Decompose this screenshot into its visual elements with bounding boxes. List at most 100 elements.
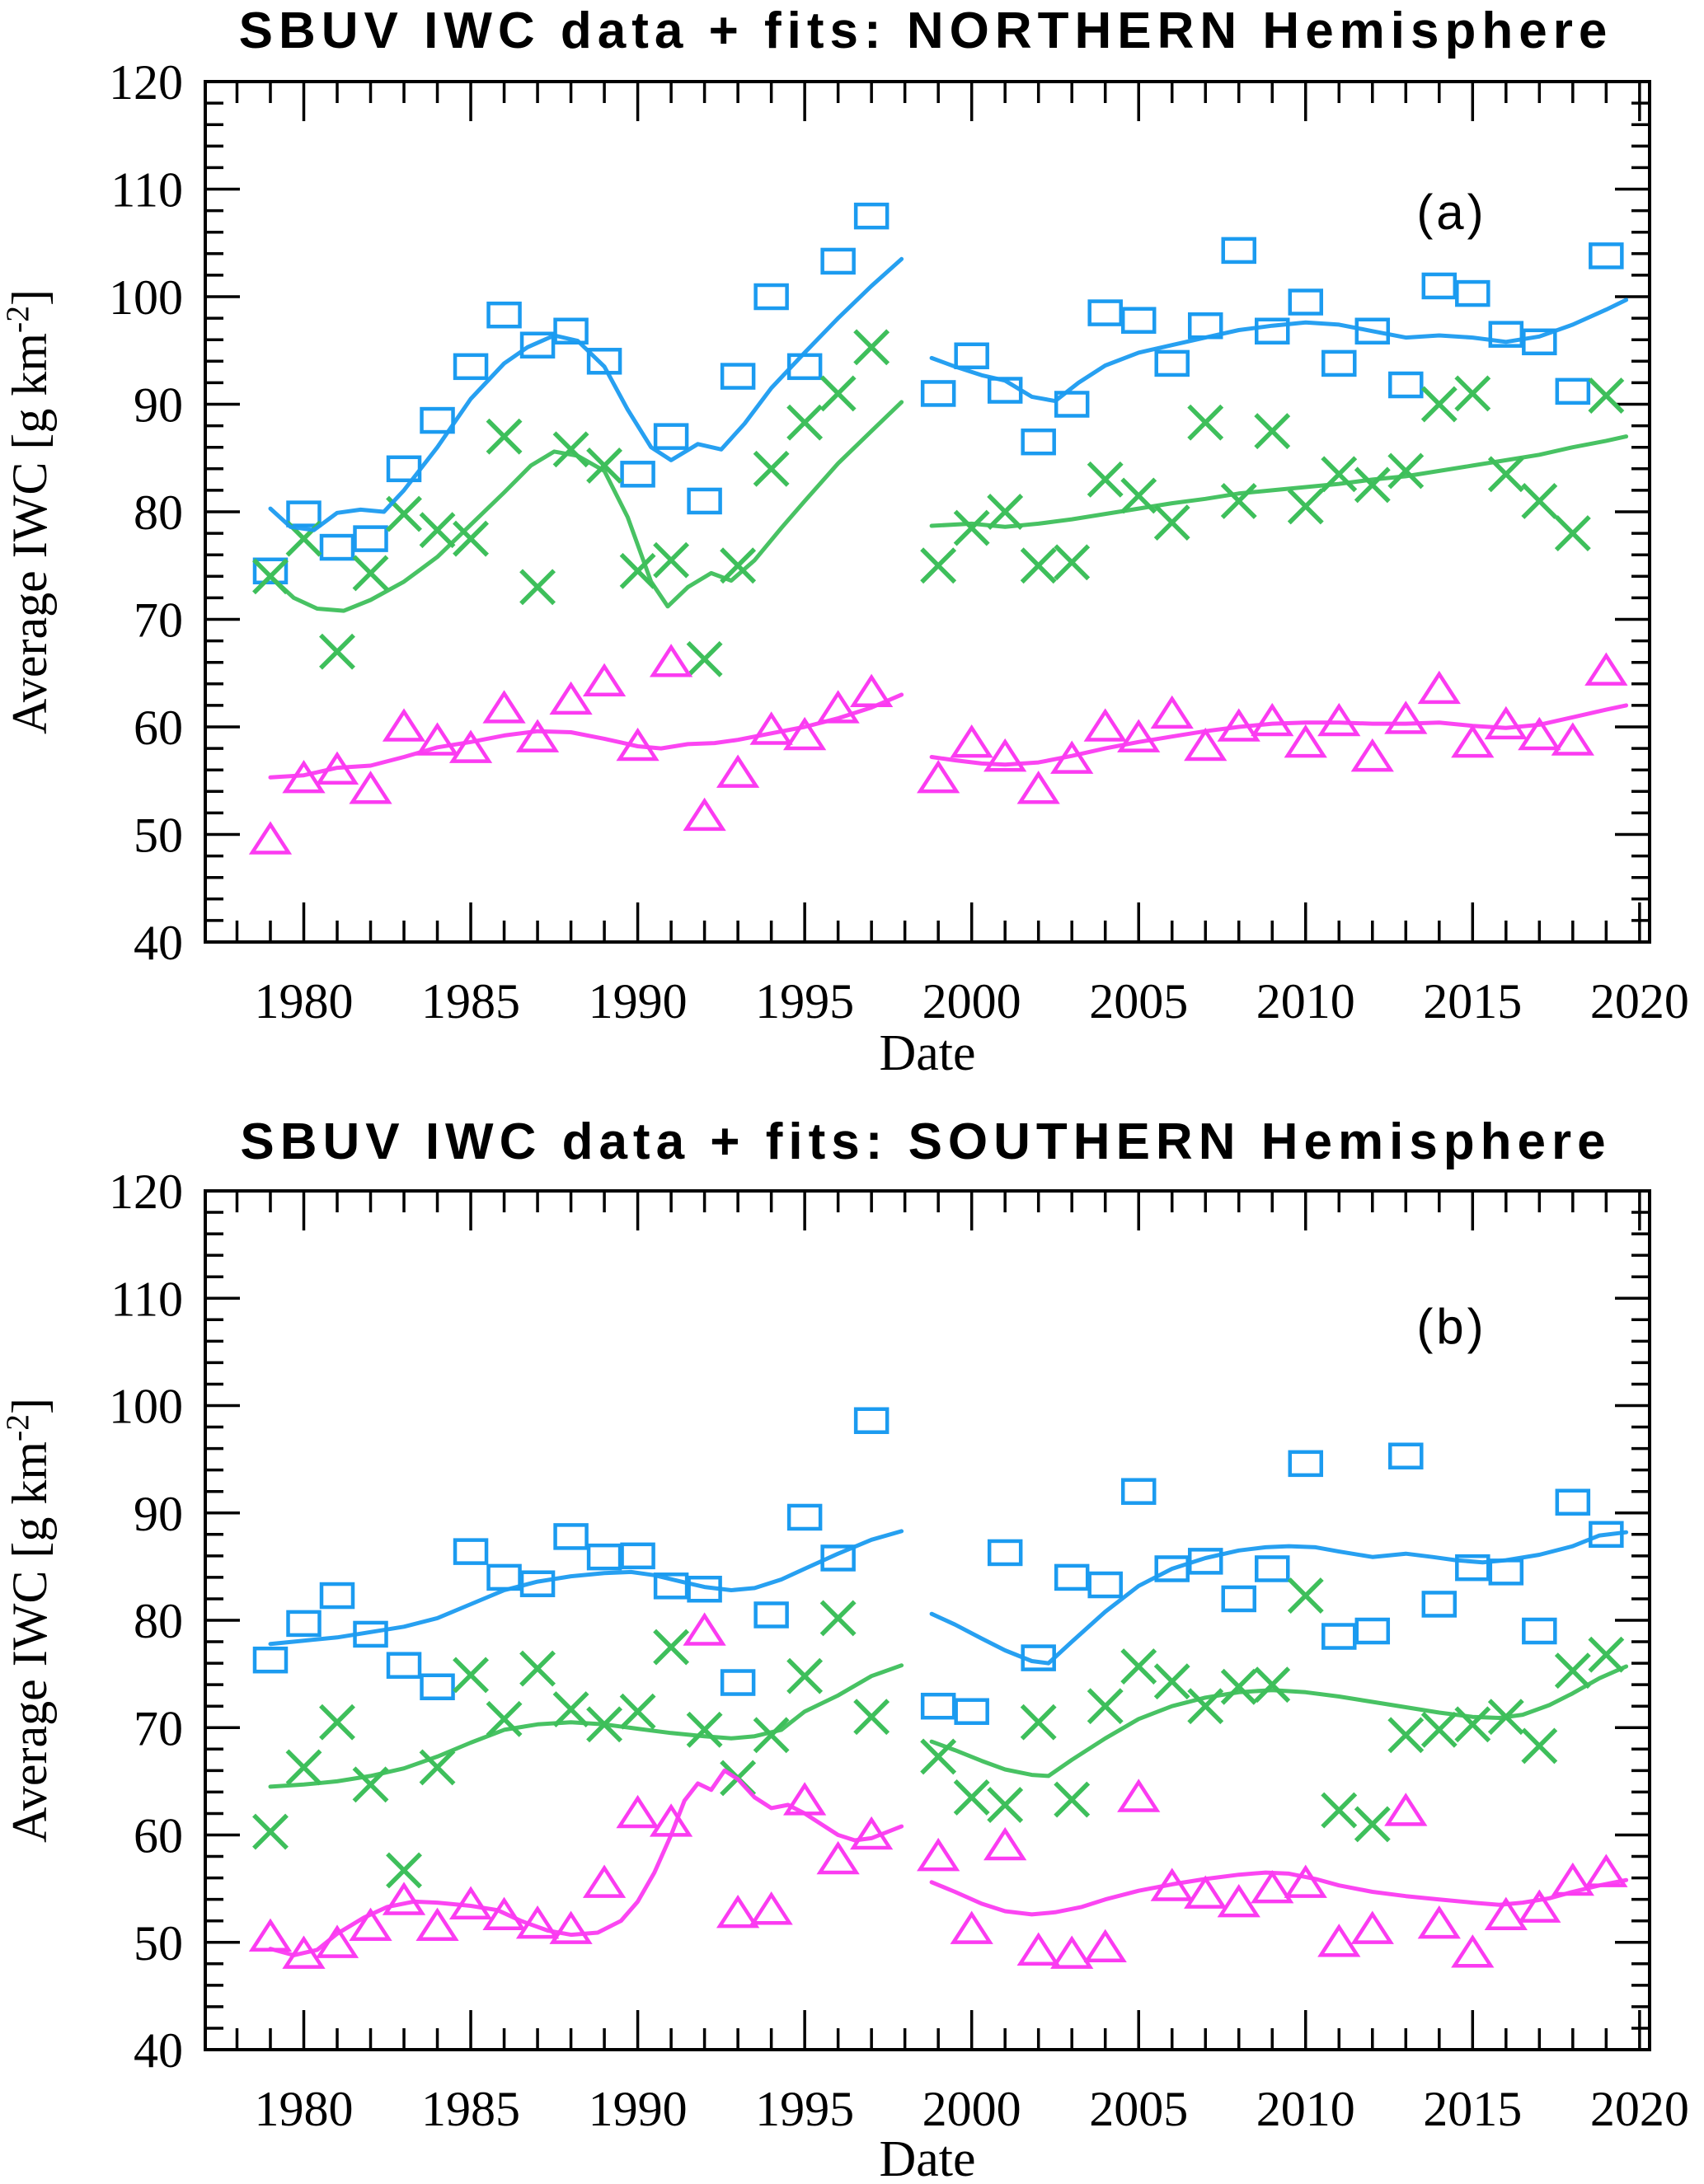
series-triangles — [248, 1612, 1628, 1969]
x-tick-label: 1995 — [755, 2082, 854, 2136]
triangle-marker — [1317, 1924, 1361, 1957]
square-marker — [1120, 307, 1157, 334]
triangle-marker — [349, 771, 392, 804]
y-tick-label: 120 — [109, 55, 183, 110]
triangle-marker — [549, 1910, 593, 1944]
square-marker — [1120, 1478, 1157, 1505]
triangle-marker — [1284, 724, 1327, 758]
cross-marker — [1254, 413, 1291, 450]
y-axis-label: Average IWC [g km-2] — [0, 289, 57, 734]
square-marker — [286, 500, 322, 527]
square-marker — [1488, 321, 1524, 348]
x-tick-label: 2010 — [1256, 974, 1355, 1029]
fit-segment — [268, 1529, 904, 1647]
triangle-marker — [749, 711, 793, 745]
cross-marker — [419, 512, 456, 549]
square-marker — [1154, 349, 1190, 377]
cross-marker — [1588, 1636, 1625, 1673]
fit-line-crosses-fit — [268, 1663, 1629, 1789]
triangle-marker — [1417, 1905, 1461, 1939]
cross-marker — [453, 520, 489, 557]
triangle-marker — [482, 690, 526, 724]
fit-segment — [929, 434, 1629, 529]
square-marker — [1288, 1450, 1324, 1478]
triangle-marker — [1050, 1935, 1094, 1969]
x-tick-label: 2000 — [922, 974, 1021, 1029]
square-marker — [1388, 1442, 1424, 1469]
square-marker — [1455, 279, 1490, 307]
cross-marker — [653, 541, 690, 579]
square-marker — [586, 348, 622, 375]
square-marker — [1054, 391, 1090, 418]
triangle-marker — [1083, 708, 1127, 742]
triangle-marker — [1350, 1910, 1394, 1944]
square-marker — [1087, 299, 1123, 326]
y-tick-label: 80 — [134, 485, 183, 540]
triangle-marker — [1016, 1932, 1060, 1966]
cross-marker — [586, 447, 623, 484]
fit-line-squares-fit — [268, 1529, 1629, 1666]
square-marker — [1221, 237, 1256, 265]
panel-a: SBUV IWC data + fits: NORTHERN Hemispher… — [0, 2, 1689, 1081]
triangle-marker — [1417, 670, 1461, 705]
cross-marker — [953, 509, 990, 546]
cross-marker — [619, 1693, 656, 1730]
cross-marker — [1588, 377, 1625, 415]
x-tick-label: 2000 — [922, 2082, 1021, 2136]
triangle-marker — [349, 1907, 392, 1941]
y-tick-label: 90 — [134, 1487, 183, 1541]
fit-segment — [268, 400, 904, 613]
square-marker — [1221, 1585, 1256, 1613]
triangle-marker — [983, 1826, 1027, 1861]
cross-marker — [1521, 1727, 1558, 1765]
cross-marker — [819, 375, 857, 412]
triangle-marker — [716, 754, 760, 788]
cross-marker — [352, 555, 389, 592]
cross-marker — [319, 633, 355, 670]
triangle-marker — [749, 1891, 793, 1925]
cross-marker — [720, 547, 757, 584]
cross-marker — [1153, 504, 1190, 541]
cross-marker — [1187, 404, 1224, 441]
cross-marker — [1087, 1688, 1124, 1725]
cross-marker — [1387, 1717, 1425, 1754]
triangle-marker — [649, 644, 693, 677]
triangle-marker — [582, 1864, 627, 1898]
cross-marker — [1153, 1663, 1190, 1700]
square-marker — [954, 342, 989, 370]
y-tick-label: 90 — [134, 378, 183, 433]
triangle-marker — [448, 729, 493, 763]
y-tick-label: 50 — [134, 808, 183, 863]
fit-segment — [268, 1768, 904, 1957]
square-marker — [453, 353, 489, 381]
cross-marker — [987, 1787, 1024, 1823]
square-marker — [252, 1646, 289, 1674]
triangle-marker — [1551, 722, 1594, 756]
series-crosses — [252, 1577, 1625, 1889]
fit-segment — [929, 1664, 1629, 1779]
triangle-marker — [1251, 1870, 1294, 1904]
y-tick-label: 40 — [134, 2023, 183, 2078]
fit-segment — [929, 298, 1629, 404]
cross-marker — [1220, 1668, 1257, 1705]
triangle-marker — [1117, 1779, 1161, 1812]
y-tick-label: 60 — [134, 701, 183, 755]
x-tick-label: 1980 — [255, 2082, 354, 2136]
square-marker — [1087, 1571, 1123, 1599]
square-marker — [1522, 1617, 1557, 1645]
square-marker — [1288, 288, 1324, 316]
square-marker — [920, 380, 956, 407]
x-tick-label: 2020 — [1590, 2082, 1689, 2136]
square-marker — [1555, 377, 1591, 405]
square-marker — [753, 283, 789, 311]
triangle-marker — [482, 1896, 526, 1930]
cross-marker — [1521, 483, 1558, 519]
triangle-marker — [1016, 771, 1060, 804]
triangle-marker — [1317, 702, 1361, 737]
cross-marker — [552, 431, 589, 468]
fit-segment — [929, 1870, 1629, 1917]
triangle-marker — [1484, 705, 1528, 740]
y-tick-label: 110 — [110, 163, 183, 218]
square-marker — [1555, 1488, 1591, 1516]
fit-line-squares-fit — [268, 256, 1629, 532]
